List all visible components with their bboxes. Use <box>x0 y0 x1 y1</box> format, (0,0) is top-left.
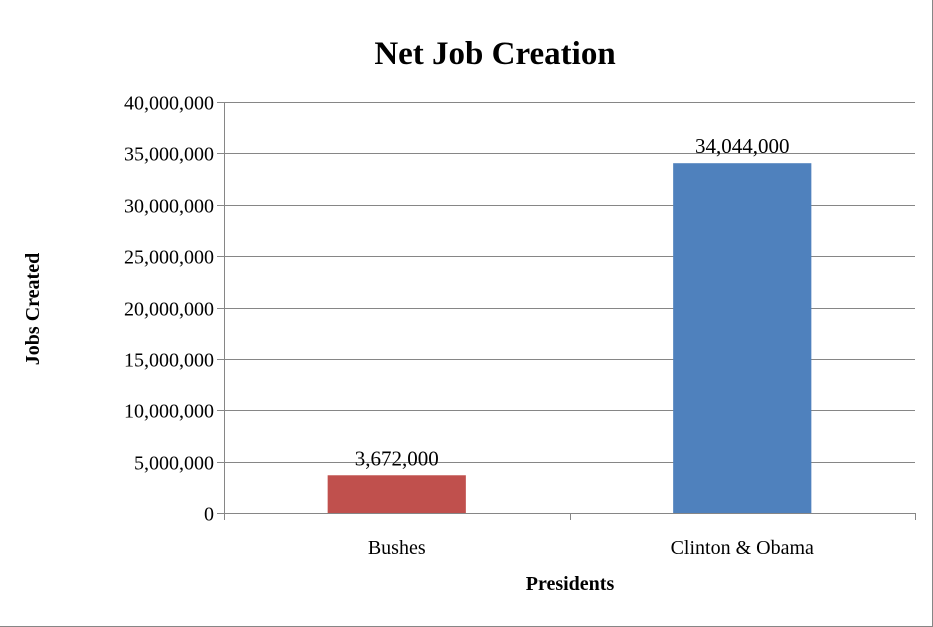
chart-title: Net Job Creation <box>374 36 615 72</box>
y-tick-label: 40,000,000 <box>124 93 214 115</box>
y-axis-title: Jobs Created <box>22 253 44 365</box>
x-category-label: Clinton & Obama <box>671 537 814 559</box>
gridlines <box>224 102 915 463</box>
y-tick-label: 5,000,000 <box>134 453 214 475</box>
bar-clinton-obama <box>673 163 812 513</box>
labels: 0 5,000,000 10,000,000 15,000,000 20,000,000… <box>124 93 814 560</box>
x-category-label: Bushes <box>368 537 426 559</box>
y-tick-label: 35,000,000 <box>124 144 214 166</box>
y-tick-label: 10,000,000 <box>124 401 214 423</box>
y-tick-label: 15,000,000 <box>124 350 214 372</box>
axes <box>217 102 916 520</box>
bars <box>327 163 812 513</box>
y-tick-label: 0 <box>204 504 214 526</box>
y-tick-label: 25,000,000 <box>124 247 214 269</box>
y-tick-label: 30,000,000 <box>124 196 214 218</box>
data-label: 3,672,000 <box>355 446 439 470</box>
data-label: 34,044,000 <box>695 134 790 158</box>
y-tick-label: 20,000,000 <box>124 299 214 321</box>
bar-bushes <box>327 475 466 513</box>
x-axis-title: Presidents <box>526 573 615 595</box>
